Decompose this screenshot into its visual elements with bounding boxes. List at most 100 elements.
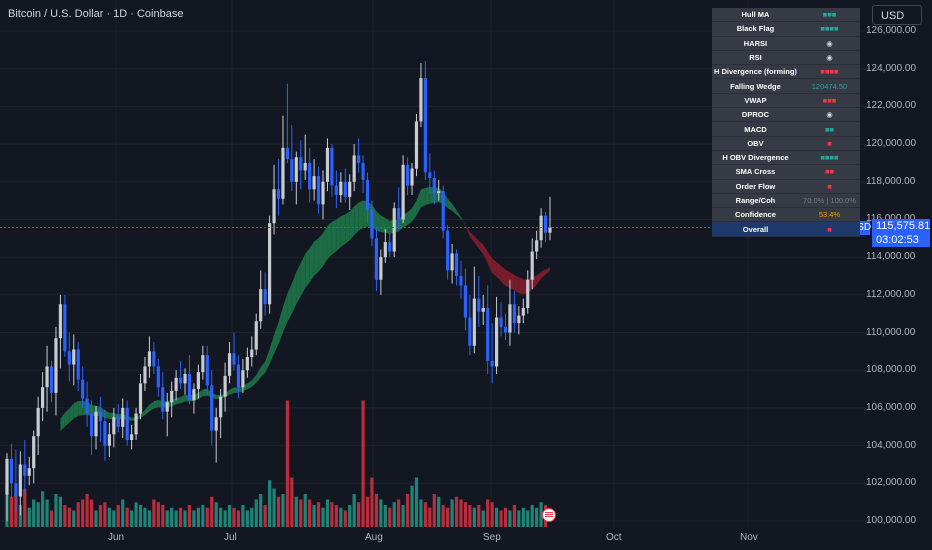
candle (370, 200, 374, 246)
indicator-value: ◉ (798, 50, 860, 66)
candle-body (348, 181, 352, 197)
ribbon-segment (469, 232, 475, 243)
candle-body (414, 121, 419, 169)
last-price-tag: 115,575.81 03:02:53 (872, 219, 930, 247)
volume-bar (401, 505, 405, 527)
candle-body (365, 179, 370, 211)
price-tick-label: 110,000.00 (866, 326, 916, 338)
candle (192, 383, 196, 414)
volume-bar (32, 499, 36, 527)
volume-bar (490, 502, 494, 527)
candle (174, 370, 178, 401)
candle (219, 389, 223, 439)
volume-bar (463, 502, 468, 527)
price-tick-label: 102,000.00 (866, 477, 917, 489)
indicator-value: ■■■ (798, 93, 860, 109)
candle (89, 400, 94, 456)
volume-bar (450, 499, 454, 527)
ribbon-segment (291, 272, 297, 314)
volume-bar (254, 499, 258, 527)
candle (321, 170, 325, 220)
price-tick-label: 118,000.00 (866, 175, 916, 187)
indicator-row: Falling Wedge 120474.50 (712, 78, 860, 94)
candle (454, 249, 459, 286)
volume-bar (143, 507, 147, 527)
candle-body (170, 390, 174, 403)
candle-body (325, 147, 330, 182)
volume-bar (23, 488, 27, 527)
indicator-row: Order Flow ■ (712, 179, 860, 194)
candle-body (36, 407, 40, 437)
price-tick-label: 108,000.00 (866, 364, 917, 376)
volume-bar (414, 477, 419, 527)
volume-bar (156, 502, 160, 527)
candle-body (94, 411, 98, 437)
ribbon-segment (492, 258, 497, 277)
volume-bar (45, 499, 49, 527)
time-tick-label: Nov (740, 532, 758, 543)
volume-bar (508, 510, 512, 527)
ribbon-segment (265, 349, 270, 373)
candle-body (374, 238, 379, 280)
candle (477, 276, 481, 327)
volume-bar (517, 510, 521, 527)
ribbon-segment (269, 334, 275, 364)
candle (41, 372, 45, 422)
countdown-timer: 03:02:53 (876, 234, 919, 246)
ribbon-segment (420, 187, 426, 208)
volume-bar (85, 494, 89, 527)
us-flag-icon[interactable] (542, 508, 556, 522)
volume-bar (134, 502, 138, 527)
candle-body (352, 155, 356, 182)
indicator-value: ■■■■ (798, 21, 860, 37)
volume-bar (294, 496, 298, 527)
candle-body (241, 370, 245, 388)
volume-bar (58, 496, 63, 527)
ribbon-segment (358, 200, 364, 231)
candle-body (107, 434, 111, 446)
currency-selector[interactable]: USD (872, 5, 922, 25)
time-tick-label: Sep (483, 532, 501, 543)
candle (250, 336, 254, 367)
volume-bar (374, 494, 379, 527)
volume-bar (361, 400, 365, 527)
candle-body (205, 355, 209, 386)
candle (499, 302, 503, 337)
candle (410, 162, 414, 195)
candle (290, 125, 294, 192)
candle (9, 443, 14, 499)
candle (316, 166, 321, 214)
ribbon-segment (340, 214, 346, 247)
ribbon-segment (314, 238, 319, 276)
candle-body (45, 366, 49, 388)
ribbon-segment (318, 233, 324, 272)
ribbon-segment (149, 401, 154, 412)
ribbon-segment (296, 262, 301, 305)
volume-bar (428, 507, 432, 527)
volume-bar (138, 505, 143, 527)
volume-bar (526, 510, 530, 527)
indicator-name: MACD (712, 121, 799, 137)
volume-bar (459, 499, 463, 527)
candle-body (67, 351, 71, 365)
candle (303, 134, 307, 180)
indicator-row: Confidence 53.4% (712, 207, 860, 223)
candle (130, 424, 134, 450)
indicator-row: H Divergence (forming) ■■■■ (712, 64, 860, 80)
candle (147, 336, 152, 378)
candle-body (116, 417, 120, 427)
ribbon-segment (69, 403, 74, 423)
candle-body (285, 147, 290, 160)
ribbon-segment (256, 367, 261, 383)
ribbon-segment (407, 208, 413, 226)
volume-bar (219, 507, 223, 527)
ribbon-segment (536, 271, 542, 285)
volume-bar (27, 507, 31, 527)
ribbon-segment (198, 389, 203, 399)
volume-bar (227, 505, 232, 527)
ribbon-segment (233, 387, 239, 393)
candle-body (18, 464, 22, 497)
ribbon-segment (104, 410, 110, 419)
candle (463, 268, 468, 331)
